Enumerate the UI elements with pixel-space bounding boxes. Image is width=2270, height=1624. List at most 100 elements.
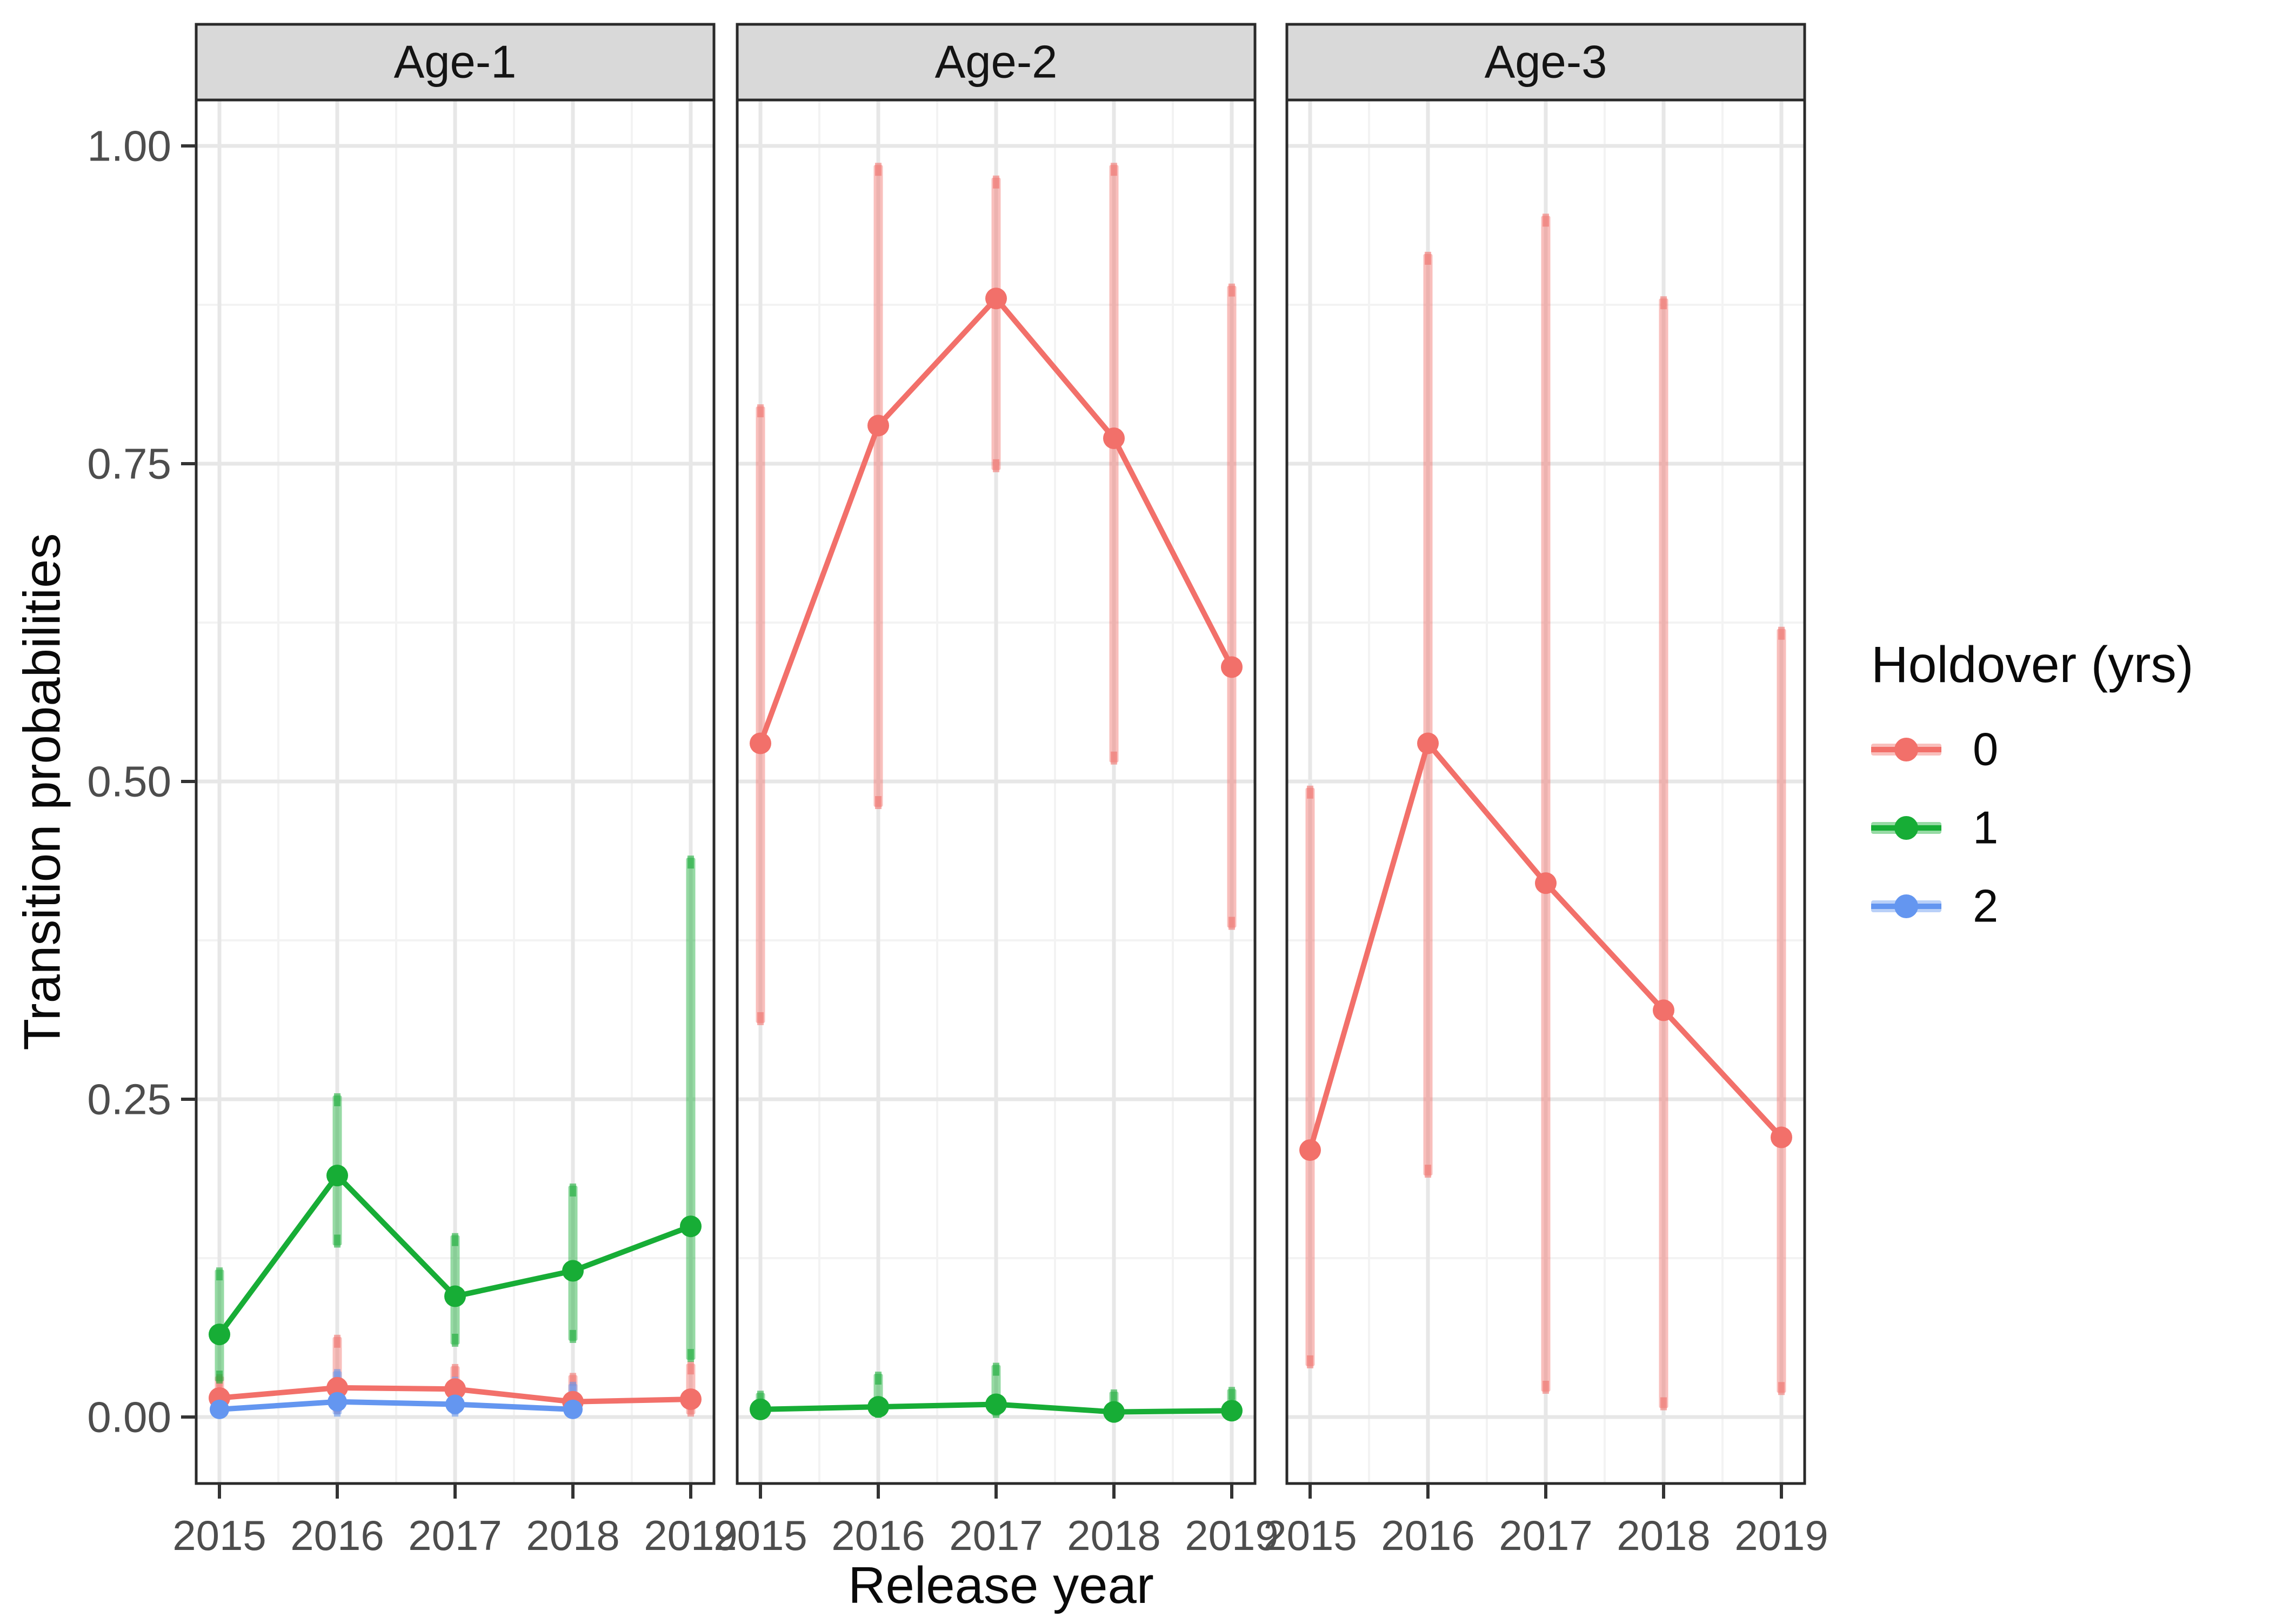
ci-band-tip-top bbox=[993, 175, 999, 189]
data-point-holdover-0 bbox=[867, 415, 889, 437]
ci-band-tip-top bbox=[334, 1334, 340, 1348]
ci-band-tip-bottom bbox=[570, 1329, 576, 1343]
ci-band-tip-top bbox=[1111, 163, 1117, 176]
data-point-holdover-1 bbox=[444, 1285, 466, 1307]
ci-band-tip-top bbox=[757, 404, 764, 418]
ci-band bbox=[1659, 298, 1668, 1408]
data-point-holdover-0 bbox=[1417, 732, 1439, 754]
ci-band-tip-bottom bbox=[1543, 1380, 1549, 1394]
data-point-holdover-0 bbox=[1771, 1126, 1792, 1148]
ci-band-tip-top bbox=[687, 856, 694, 869]
x-tick-label: 2015 bbox=[713, 1512, 807, 1559]
data-point-holdover-1 bbox=[985, 1393, 1007, 1415]
data-point-holdover-0 bbox=[1653, 999, 1674, 1021]
x-tick-label: 2017 bbox=[408, 1512, 502, 1559]
x-tick-label: 2018 bbox=[1617, 1512, 1711, 1559]
ci-band bbox=[1541, 216, 1551, 1392]
ci-band bbox=[686, 858, 696, 1360]
ci-band bbox=[991, 177, 1001, 470]
data-point-holdover-0 bbox=[1221, 656, 1243, 678]
data-point-holdover-1 bbox=[209, 1324, 230, 1346]
y-tick-label: 0.75 bbox=[87, 440, 171, 488]
ci-band-tip-bottom bbox=[216, 1371, 223, 1384]
ci-band-tip-top bbox=[452, 1233, 458, 1246]
ci-band-tip-top bbox=[1229, 1387, 1235, 1400]
x-tick-label: 2018 bbox=[1067, 1512, 1161, 1559]
x-tick-label: 2018 bbox=[526, 1512, 620, 1559]
y-tick-label: 0.50 bbox=[87, 758, 171, 806]
x-tick-label: 2019 bbox=[644, 1512, 738, 1559]
ci-band-tip-top bbox=[875, 163, 882, 176]
x-tick-label: 2017 bbox=[949, 1512, 1043, 1559]
legend-title: Holdover (yrs) bbox=[1871, 636, 2194, 693]
data-point-holdover-0 bbox=[326, 1376, 348, 1399]
facet-header-label: Age-1 bbox=[394, 37, 517, 88]
data-point-holdover-0 bbox=[680, 1388, 702, 1411]
data-point-holdover-0 bbox=[985, 288, 1007, 310]
ci-band-tip-top bbox=[216, 1267, 223, 1281]
facet-header-label: Age-2 bbox=[935, 37, 1058, 88]
ci-band-tip-top bbox=[1778, 626, 1785, 640]
x-tick-label: 2017 bbox=[1499, 1512, 1593, 1559]
data-point-holdover-0 bbox=[1299, 1139, 1321, 1161]
ci-band-tip-top bbox=[1660, 296, 1667, 310]
y-tick-label: 0.00 bbox=[87, 1393, 171, 1441]
ci-band-tip-top bbox=[993, 1362, 999, 1376]
data-point-holdover-1 bbox=[1221, 1400, 1243, 1422]
ci-band bbox=[1227, 285, 1237, 928]
data-point-holdover-2 bbox=[328, 1392, 347, 1412]
ci-band-tip-top bbox=[1543, 213, 1549, 227]
ci-band-tip-top bbox=[1307, 785, 1313, 799]
data-point-holdover-1 bbox=[326, 1165, 348, 1187]
facet-header bbox=[736, 23, 1257, 102]
legend-key-dot-1 bbox=[1894, 816, 1918, 840]
data-point-holdover-0 bbox=[1535, 872, 1557, 894]
y-tick-label: 1.00 bbox=[87, 122, 171, 170]
ci-band-tip-top bbox=[687, 1361, 694, 1375]
y-axis-title: Transition probabilities bbox=[14, 533, 71, 1051]
legend-entry-label: 2 bbox=[1973, 881, 1998, 932]
ci-band-tip-bottom bbox=[1778, 1382, 1785, 1395]
data-point-holdover-1 bbox=[1103, 1401, 1125, 1423]
x-tick-label: 2015 bbox=[172, 1512, 266, 1559]
ci-band-tip-bottom bbox=[757, 1012, 764, 1025]
x-tick-label: 2016 bbox=[290, 1512, 384, 1559]
x-tick-label: 2016 bbox=[831, 1512, 925, 1559]
x-tick-label: 2015 bbox=[1263, 1512, 1357, 1559]
ci-band bbox=[756, 406, 765, 1023]
ci-band bbox=[1777, 629, 1786, 1393]
data-point-holdover-0 bbox=[750, 732, 771, 754]
x-axis-title: Release year bbox=[848, 1556, 1154, 1614]
data-point-holdover-1 bbox=[750, 1398, 771, 1420]
ci-band-tip-bottom bbox=[1307, 1355, 1313, 1368]
ci-band-tip-bottom bbox=[334, 1234, 340, 1248]
facet-header bbox=[1285, 23, 1806, 102]
series-line-holdover-2 bbox=[217, 1399, 576, 1412]
data-point-holdover-1 bbox=[680, 1215, 702, 1238]
ci-band-tip-bottom bbox=[993, 459, 999, 472]
facet-header-label: Age-3 bbox=[1485, 37, 1607, 88]
data-point-holdover-1 bbox=[562, 1260, 584, 1282]
ci-band bbox=[1305, 787, 1315, 1366]
legend-entry-label: 0 bbox=[1973, 724, 1998, 776]
ci-band bbox=[1423, 253, 1433, 1176]
facet-header bbox=[195, 23, 716, 102]
legend-key-dot-2 bbox=[1894, 894, 1918, 918]
legend-entry-label: 1 bbox=[1973, 803, 1998, 854]
ci-band-tip-bottom bbox=[1425, 1165, 1431, 1178]
ci-band-tip-top bbox=[570, 1183, 576, 1197]
data-point-holdover-1 bbox=[867, 1396, 889, 1418]
y-tick-label: 0.25 bbox=[87, 1075, 171, 1124]
ci-band bbox=[1109, 165, 1119, 763]
data-point-holdover-0 bbox=[444, 1378, 466, 1400]
ci-band-tip-top bbox=[452, 1364, 458, 1377]
ci-band-tip-bottom bbox=[1111, 751, 1117, 765]
ci-band-tip-bottom bbox=[687, 1349, 694, 1362]
ci-band-tip-bottom bbox=[1229, 917, 1235, 930]
legend-key-dot-0 bbox=[1894, 738, 1918, 761]
ci-band-tip-top bbox=[1111, 1389, 1117, 1402]
ci-band-tip-bottom bbox=[1660, 1397, 1667, 1411]
